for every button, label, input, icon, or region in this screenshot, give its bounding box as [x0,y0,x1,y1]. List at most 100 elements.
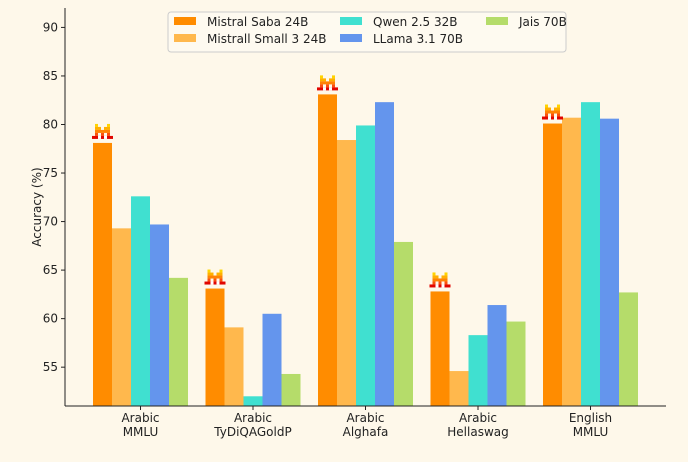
logo-pixel [210,272,214,276]
logo-pixel [320,78,323,82]
bar [487,305,507,406]
logo-pixel [207,272,211,276]
logo-pixel [557,107,560,111]
bar [468,335,488,406]
logo-pixel [210,275,214,279]
bar [449,371,469,406]
logo-pixel [98,126,101,130]
logo-pixel [545,107,548,111]
logo-base [317,87,338,91]
logo-pixel [435,275,439,279]
logo-pixel [557,113,560,117]
logo-pixel [95,126,98,130]
bar [562,117,581,406]
logo-pixel [545,110,548,114]
logo-pixel [557,104,560,108]
logo-pixel [444,278,448,282]
logo-pixel [545,113,548,117]
x-tick-label: Arabic [459,411,497,425]
logo-pixel [557,110,560,114]
y-tick-label: 85 [43,69,58,83]
logo-pixel [548,107,551,111]
logo-pixel [554,110,557,114]
x-tick-label: Arabic [234,411,272,425]
mistral-logo-icon [542,104,563,120]
logo-gap [210,281,214,285]
bar [169,277,188,406]
logo-pixel [332,78,335,82]
logo-pixel [107,126,110,130]
logo-pixel [320,81,323,85]
y-tick-label: 80 [43,117,58,131]
x-tick-label: Alghafa [343,425,389,439]
logo-pixel [95,129,98,133]
logo-pixel [320,75,323,79]
x-tick-label: Arabic [346,411,384,425]
logo-pixel [219,275,223,279]
logo-pixel [107,123,110,127]
logo-pixel [441,278,445,282]
logo-pixel [326,84,329,88]
logo-pixel [326,81,329,85]
logo-pixel [219,272,223,276]
legend-label: Mistral Saba 24B [207,15,308,29]
legend-swatch [174,17,196,25]
legend-label: Jais 70B [518,15,567,29]
logo-pixel [104,129,107,133]
mistral-logo-icon [429,272,451,288]
logo-gap [548,116,551,120]
logo-gap [441,284,445,288]
mistral-logo-icon [317,75,338,91]
logo-pixel [435,278,439,282]
logo-pixel [107,129,110,133]
logo-pixel [95,132,98,136]
x-tick-label: Arabic [121,411,159,425]
logo-pixel [444,275,448,279]
logo-pixel [101,129,104,133]
logo-pixel [219,278,223,282]
y-tick-label: 60 [43,312,58,326]
mistral-logo-icon [204,269,226,285]
legend-label: LLama 3.1 70B [373,32,463,46]
legend-swatch [174,34,196,42]
logo-gap [435,284,439,288]
logo-pixel [438,281,442,285]
logo-pixel [216,275,220,279]
bar [337,140,356,406]
logo-pixel [548,110,551,114]
logo-pixel [438,278,442,282]
logo-gap [98,135,101,139]
logo-pixel [432,278,436,282]
y-tick-label: 65 [43,263,58,277]
logo-pixel [551,113,554,117]
logo-pixel [207,278,211,282]
logo-pixel [320,84,323,88]
logo-pixel [101,132,104,136]
logo-base [542,116,563,120]
bar [506,321,526,406]
legend-swatch [486,17,508,25]
y-axis-label: Accuracy (%) [30,167,44,246]
legend-label: Qwen 2.5 32B [373,15,457,29]
logo-pixel [207,275,211,279]
logo-pixel [332,84,335,88]
logo-pixel [219,269,223,273]
logo-pixel [329,81,332,85]
logo-pixel [444,281,448,285]
bar [131,196,150,406]
bar [356,125,375,407]
logo-base [204,281,226,285]
logo-pixel [98,129,101,133]
logo-gap [329,87,332,91]
x-tick-label: TyDiQAGoldP [213,425,291,439]
logo-pixel [332,81,335,85]
bar [224,327,244,406]
logo-pixel [432,275,436,279]
y-tick-label: 70 [43,215,58,229]
bar [600,118,619,406]
legend-box [167,11,567,53]
bar [205,288,225,406]
logo-gap [323,87,326,91]
x-tick-label: English [569,411,612,425]
